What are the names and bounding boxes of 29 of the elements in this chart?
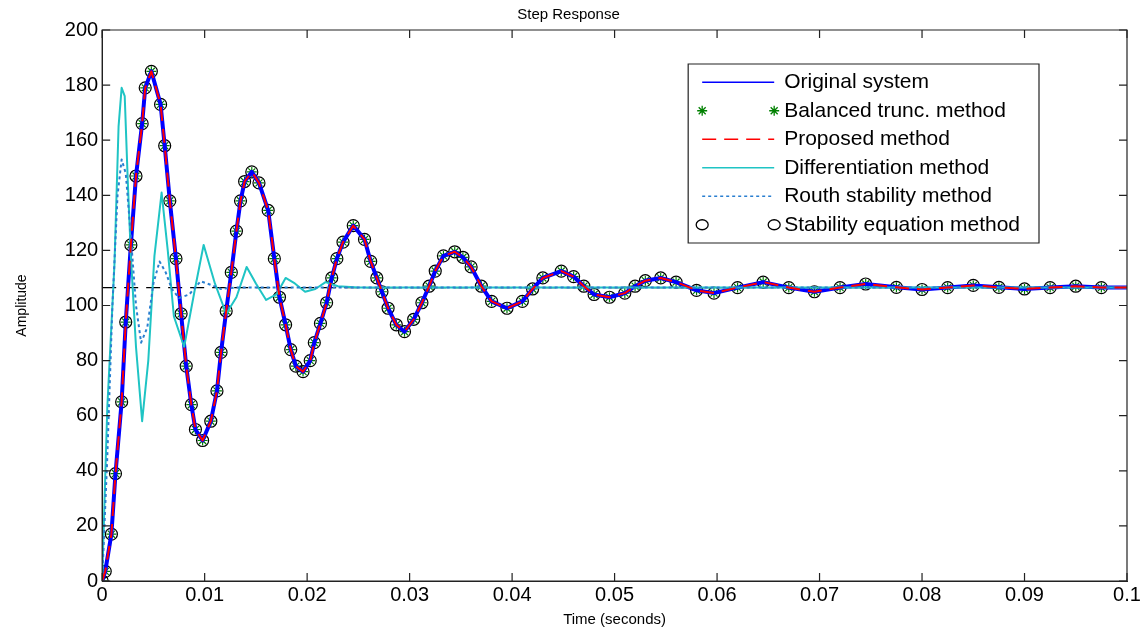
y-tick-label: 160: [64, 127, 99, 150]
y-tick-label: 120: [64, 237, 99, 260]
legend-label: Differentiation method: [784, 154, 990, 178]
y-axis-title: Amplitude: [13, 274, 30, 337]
x-tick-label: 0.06: [697, 582, 737, 605]
y-tick-label: 140: [64, 182, 99, 205]
x-tick-label: 0.02: [287, 582, 327, 605]
x-tick-label: 0.03: [390, 582, 430, 605]
legend-label: Routh stability method: [784, 183, 992, 207]
legend-label: Balanced trunc. method: [784, 97, 1006, 121]
x-tick-label: 0.04: [492, 582, 532, 605]
y-tick-label: 40: [75, 458, 99, 481]
x-tick-label: 0.09: [1005, 582, 1044, 605]
x-axis-title: Time (seconds): [563, 610, 666, 628]
y-tick-label: 100: [64, 293, 99, 316]
legend-label: Original system: [784, 69, 929, 93]
y-tick-label: 20: [75, 513, 99, 536]
x-tick-label: 0.05: [595, 582, 635, 605]
y-tick-label: 60: [75, 403, 99, 426]
x-tick-label: 0.08: [902, 582, 942, 605]
x-tick-label: 0.01: [185, 582, 225, 605]
y-tick-label: 80: [75, 348, 99, 371]
y-tick-label: 200: [64, 17, 99, 40]
legend-label: Stability equation method: [784, 211, 1021, 235]
chart-title: Step Response: [517, 5, 620, 23]
x-tick-label: 0.1: [1113, 582, 1141, 605]
legend-label: Proposed method: [784, 126, 950, 150]
y-tick-label: 180: [64, 72, 99, 95]
x-tick-label: 0.07: [800, 582, 840, 605]
